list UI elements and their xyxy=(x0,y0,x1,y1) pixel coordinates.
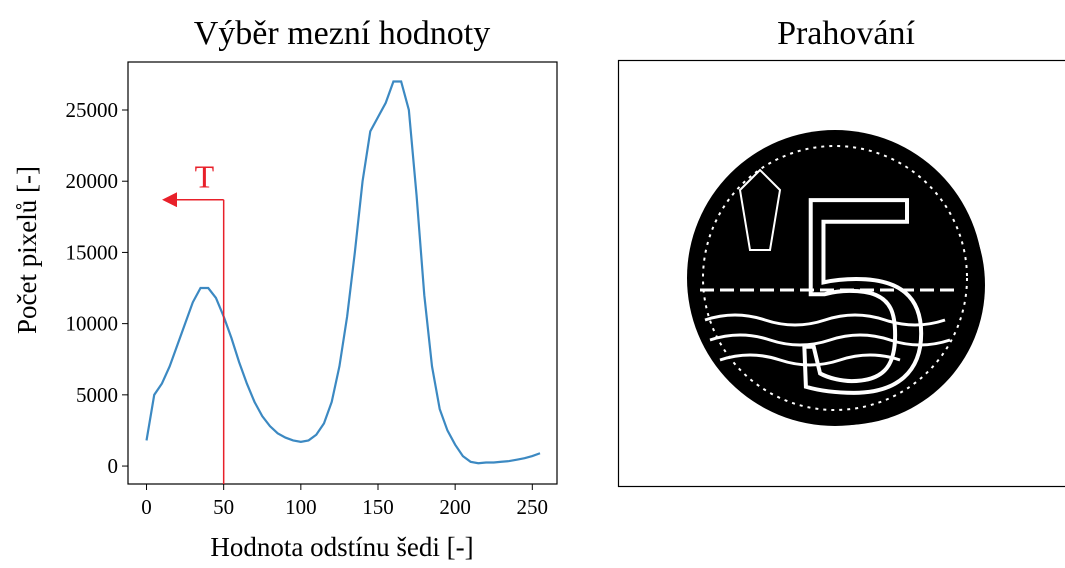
y-tick-label: 15000 xyxy=(66,240,119,264)
y-tick-label: 20000 xyxy=(66,169,119,193)
x-tick-label: 150 xyxy=(362,495,394,519)
chart-title: Výběr mezní hodnoty xyxy=(194,15,491,52)
y-axis-label: Počet pixelů [-] xyxy=(12,166,42,334)
y-tick-label: 5000 xyxy=(76,383,118,407)
threshold-label: T xyxy=(195,159,215,195)
x-axis-label: Hodnota odstínu šedi [-] xyxy=(210,532,473,562)
thresholded-image: 5 xyxy=(619,61,1065,487)
x-tick-label: 0 xyxy=(141,495,152,519)
x-tick-label: 50 xyxy=(213,495,234,519)
y-tick-label: 10000 xyxy=(66,312,119,336)
x-tick-label: 200 xyxy=(439,495,471,519)
x-tick-label: 100 xyxy=(285,495,317,519)
x-tick-label: 250 xyxy=(517,495,549,519)
y-tick-label: 25000 xyxy=(66,98,119,122)
y-tick-label: 0 xyxy=(108,454,119,478)
data-line xyxy=(147,82,541,464)
svg-text:5: 5 xyxy=(788,132,933,453)
plot-frame xyxy=(128,62,557,484)
image-title: Prahování xyxy=(777,15,915,52)
